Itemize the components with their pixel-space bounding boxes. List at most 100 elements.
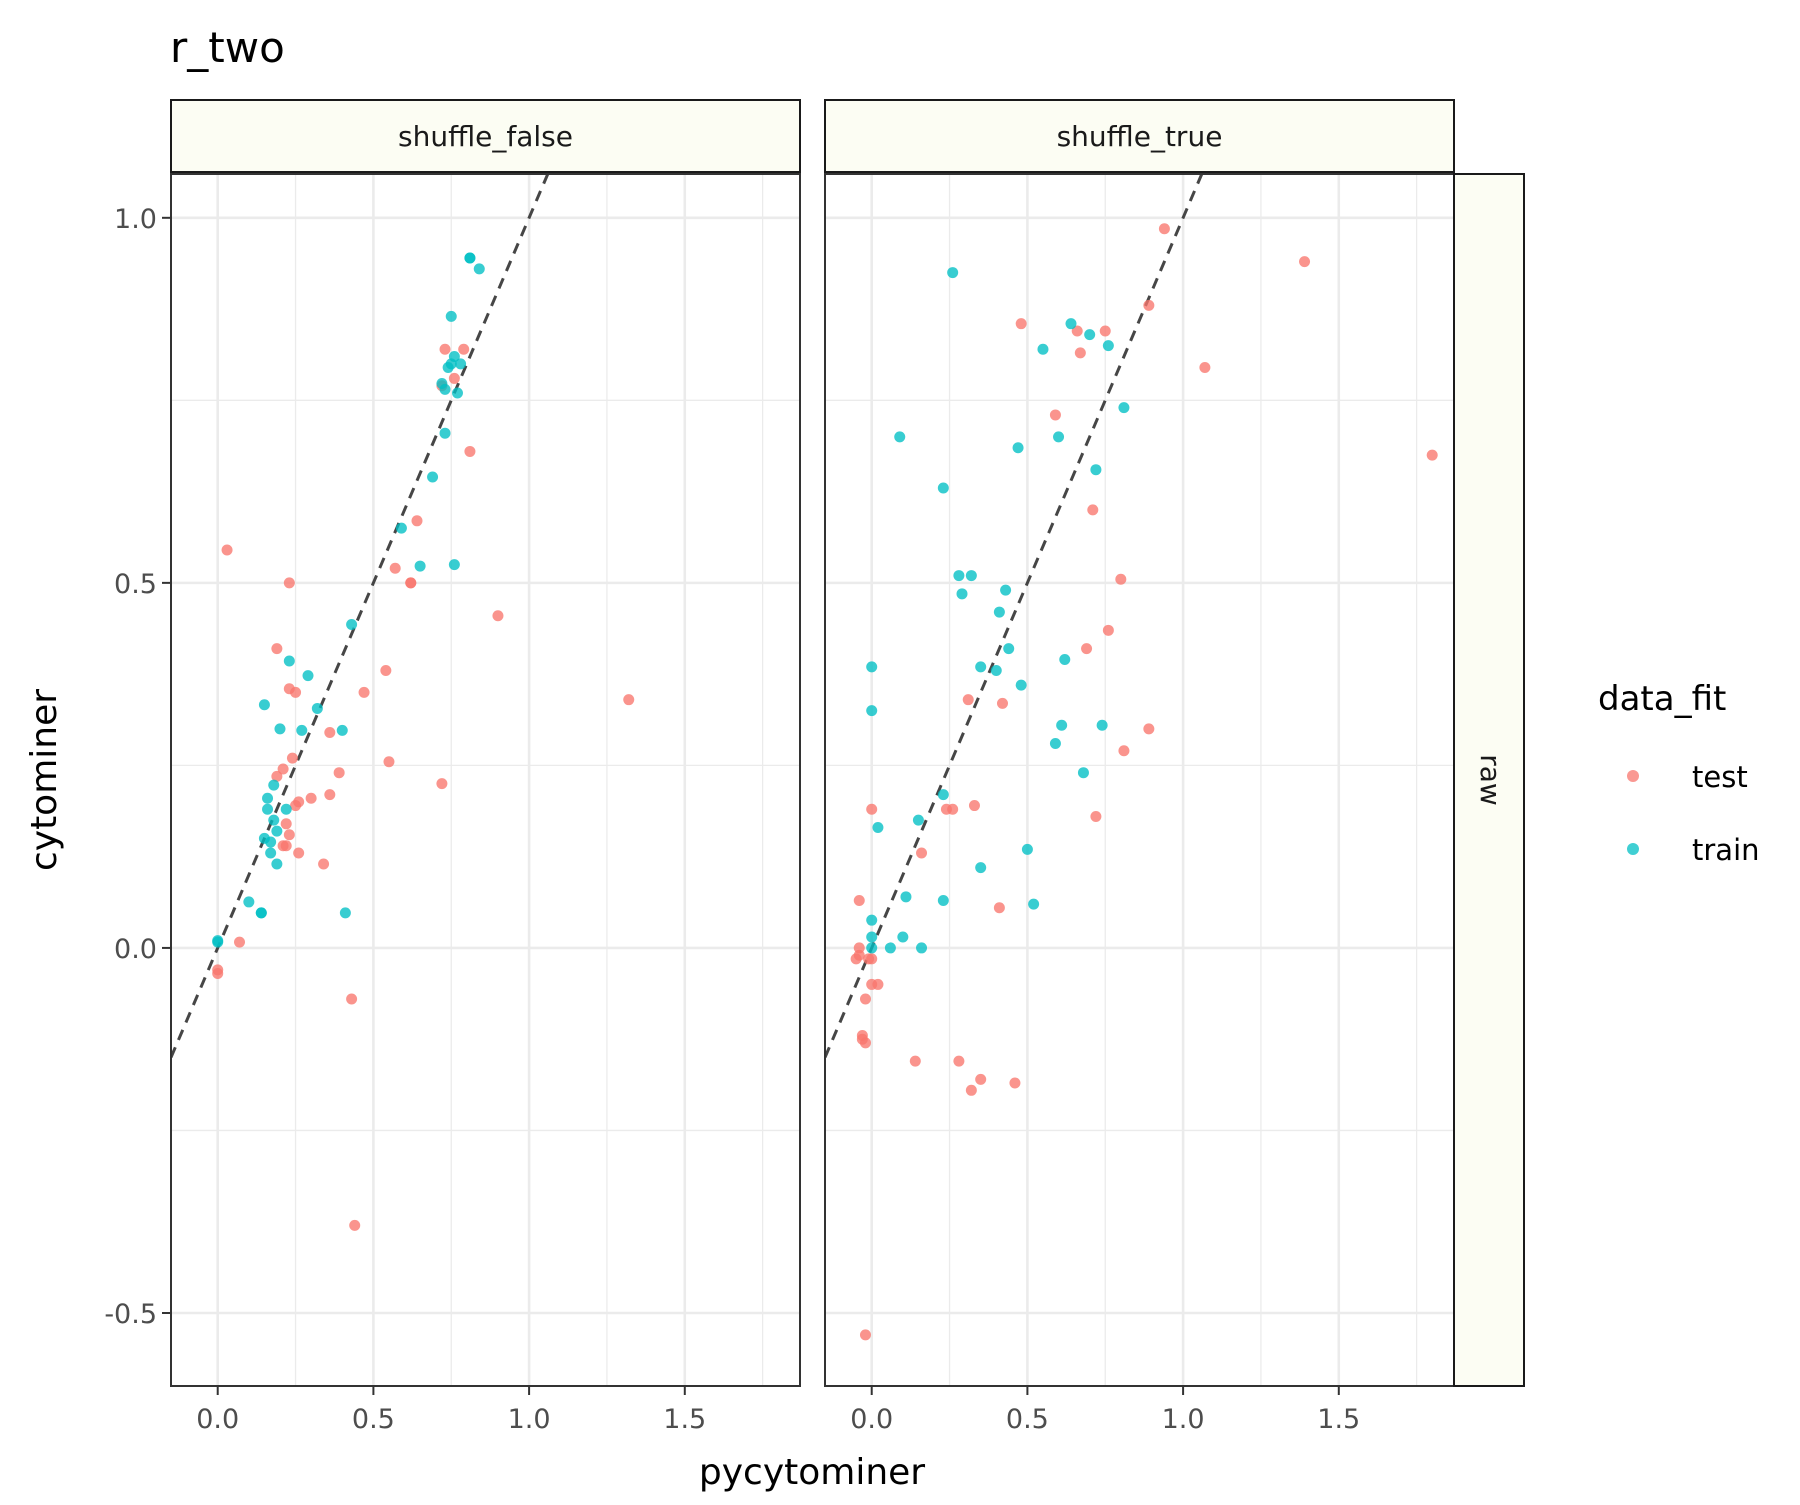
data-point-test <box>1199 361 1211 373</box>
data-point-test <box>271 643 283 655</box>
facet-strip <box>170 99 801 173</box>
data-point-test <box>996 697 1008 709</box>
data-point-train <box>448 559 460 571</box>
data-point-test <box>1102 624 1114 636</box>
data-point-train <box>283 655 295 667</box>
y-tick-label: 0.5 <box>114 569 157 600</box>
data-point-train <box>1102 340 1114 352</box>
data-point-test <box>1009 1077 1021 1089</box>
data-point-train <box>947 267 959 279</box>
y-axis-title: cytominer <box>24 689 65 871</box>
data-point-train <box>1028 898 1040 910</box>
data-point-test <box>968 800 980 812</box>
data-point-train <box>953 570 965 582</box>
data-point-test <box>305 792 317 804</box>
facet-row-strip <box>1453 173 1525 1387</box>
data-point-train <box>414 560 426 572</box>
data-point-train <box>339 907 351 919</box>
legend: data_fit test train <box>1598 679 1760 867</box>
data-point-train <box>990 664 1002 676</box>
legend-title: data_fit <box>1598 679 1726 719</box>
legend-label-test: test <box>1692 760 1748 794</box>
data-point-test <box>212 967 224 979</box>
data-point-test <box>293 847 305 859</box>
x-tick-label: 1.0 <box>1162 1404 1205 1435</box>
data-point-test <box>358 686 370 698</box>
series-train <box>866 267 1130 954</box>
data-point-train <box>975 661 987 673</box>
data-point-train <box>1096 719 1108 731</box>
data-point-test <box>383 756 395 768</box>
data-point-test <box>1081 643 1093 655</box>
data-point-train <box>262 792 274 804</box>
data-point-train <box>884 942 896 954</box>
data-point-train <box>937 482 949 494</box>
data-point-test <box>439 343 451 355</box>
data-point-train <box>265 847 277 859</box>
y-tick-label: 1.0 <box>114 204 157 235</box>
reference-line <box>171 174 550 1059</box>
facet-strip-label: shuffle_true <box>1057 120 1223 153</box>
data-point-test <box>1049 409 1061 421</box>
data-point-test <box>271 770 283 782</box>
x-tick-label: 0.5 <box>352 1404 395 1435</box>
data-point-train <box>255 907 267 919</box>
data-point-train <box>455 358 467 370</box>
data-point-train <box>427 471 439 483</box>
data-point-test <box>975 1073 987 1085</box>
data-point-test <box>965 1084 977 1096</box>
data-point-train <box>897 931 909 943</box>
data-point-test <box>346 993 358 1005</box>
series-train <box>212 252 485 948</box>
data-point-test <box>909 1055 921 1067</box>
data-point-test <box>853 894 865 906</box>
data-point-train <box>1090 464 1102 476</box>
data-point-train <box>274 723 286 735</box>
data-point-test <box>1426 449 1438 461</box>
data-point-test <box>1143 299 1155 311</box>
data-point-train <box>1056 719 1068 731</box>
data-point-test <box>993 902 1005 914</box>
panel-border <box>170 173 801 1387</box>
data-point-train <box>243 896 255 908</box>
x-tick-label: 1.5 <box>1317 1404 1360 1435</box>
y-tick-label: 0.0 <box>114 934 157 965</box>
data-point-train <box>336 724 348 736</box>
data-point-test <box>280 840 292 852</box>
legend-label-train: train <box>1692 833 1760 867</box>
data-point-train <box>280 803 292 815</box>
data-point-train <box>302 670 314 682</box>
data-point-test <box>389 562 401 574</box>
data-point-train <box>937 789 949 801</box>
data-point-test <box>448 372 460 384</box>
data-point-train <box>296 724 308 736</box>
legend-swatch-test <box>1627 770 1639 782</box>
x-tick-label: 0.0 <box>196 1404 239 1435</box>
data-point-test <box>1090 811 1102 823</box>
data-point-test <box>859 1329 871 1341</box>
data-point-test <box>293 796 305 808</box>
data-point-test <box>1143 723 1155 735</box>
series-test <box>850 223 1438 1341</box>
data-point-train <box>1065 318 1077 330</box>
data-point-test <box>866 953 878 965</box>
data-point-test <box>405 577 417 589</box>
data-point-test <box>853 942 865 954</box>
data-point-train <box>916 942 928 954</box>
data-point-train <box>1053 431 1065 443</box>
data-point-train <box>1003 643 1015 655</box>
x-tick-label: 0.0 <box>850 1404 893 1435</box>
data-point-train <box>872 821 884 833</box>
data-point-train <box>1077 767 1089 779</box>
data-point-train <box>912 814 924 826</box>
data-point-train <box>271 858 283 870</box>
data-point-train <box>1084 329 1096 341</box>
data-point-train <box>1015 679 1027 691</box>
data-point-test <box>280 818 292 830</box>
data-point-test <box>947 803 959 815</box>
data-point-test <box>1099 325 1111 337</box>
data-point-train <box>439 427 451 439</box>
panel-shuffle_false: shuffle_false 0.0 0.5 1.0 1.5 <box>170 99 801 1435</box>
data-point-test <box>1299 256 1311 268</box>
y-axis: -0.5 0.0 0.5 1.0 <box>104 204 171 1330</box>
